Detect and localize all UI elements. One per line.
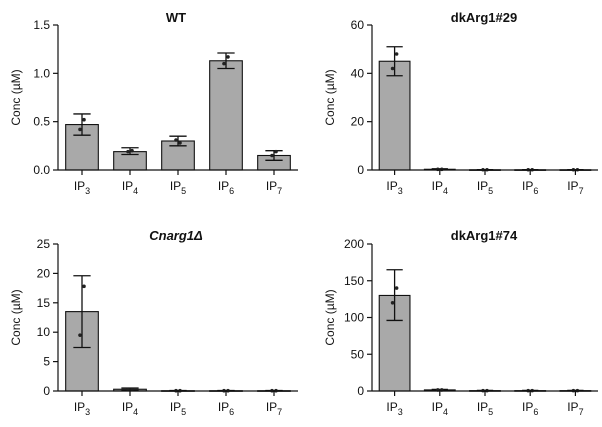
data-point [390,66,395,71]
y-axis-label: Conc (µM) [323,69,337,125]
data-point [82,117,86,122]
chart-panel-2: dkArg1#29 Conc (µM) 0 20 40 60 IP3 IP4 IP5 IP6 IP7 [323,10,598,196]
y-tick-label: 60 [351,18,365,32]
y-tick-label: 10 [37,325,51,339]
y-tick-label: 1.0 [33,66,50,80]
chart-panel-4: dkArg1#74 Conc (µM) 0 50 100 150 200 IP3 IP4 IP5 I… [323,228,598,417]
error-bar [169,135,187,147]
y-tick-label: 20 [37,266,51,280]
x-tick-label: IP3 [74,179,90,196]
chart-panel-1: WT Conc (µM) 0.0 0.5 1.0 1.5 IP3 IP4 IP5 IP6 IP7 [9,10,298,196]
error-bar [386,46,403,77]
data-point [82,284,86,289]
y-tick-label: 5 [43,355,50,369]
x-tick-label: IP5 [170,179,186,196]
error-bar [217,52,235,70]
y-tick-label: 25 [37,237,51,251]
x-tick-label: IP7 [567,179,583,196]
error-bar [265,150,283,161]
data-point [130,387,134,392]
x-tick-label: IP3 [386,179,402,196]
y-tick-label: 20 [351,115,365,129]
data-point [390,301,395,305]
x-tick-label: IP4 [122,400,138,417]
error-bar [73,275,91,349]
y-tick-label: 0 [43,384,50,398]
chart-title: dkArg1#29 [451,10,517,25]
y-axis-label: Conc (µM) [323,289,337,345]
data-point [270,153,274,158]
y-tick-label: 50 [351,347,365,361]
data-point [78,127,82,132]
data-point [274,149,278,154]
x-tick-label: IP5 [477,400,493,417]
data-point [78,333,82,337]
x-tick-label: IP6 [522,179,538,196]
y-axis-label: Conc (µM) [9,289,23,345]
y-tick-label: 100 [344,311,364,325]
x-tick-label: IP3 [386,400,402,417]
x-tick-label: IP4 [432,400,448,417]
x-tick-label: IP6 [522,400,538,417]
data-point [222,61,226,66]
x-tick-label: IP7 [266,179,282,196]
y-tick-label: 0 [357,163,364,177]
y-tick-label: 0.5 [33,115,50,129]
x-tick-label: IP4 [432,179,448,196]
data-point [178,141,182,145]
y-axis-label: Conc (µM) [9,69,23,125]
y-tick-label: 40 [351,66,365,80]
x-tick-label: IP5 [170,400,186,417]
y-tick-label: 0 [357,384,364,398]
y-tick-label: 150 [344,274,364,288]
x-tick-label: IP7 [567,400,583,417]
chart-title: dkArg1#74 [451,228,518,243]
data-point [226,55,230,59]
x-tick-label: IP3 [74,400,90,417]
y-tick-label: 1.5 [33,18,50,32]
y-tick-label: 0.0 [33,163,50,177]
x-tick-label: IP5 [477,179,493,196]
chart-title: WT [166,10,186,25]
bar-IP3 [378,60,411,171]
data-point [126,387,130,392]
x-tick-label: IP6 [218,179,234,196]
data-point [394,52,399,56]
x-tick-label: IP6 [218,400,234,417]
x-tick-label: IP7 [266,400,282,417]
x-tick-label: IP4 [122,179,138,196]
data-point [174,138,178,142]
error-bar [386,269,403,322]
error-bar [73,113,91,136]
data-point [126,149,130,154]
error-bar [121,147,139,156]
chart-title: Cnarg1Δ [149,228,203,243]
data-point [130,148,134,153]
bar-IP6 [209,60,243,171]
data-point [394,286,399,290]
y-tick-label: 15 [37,296,51,310]
y-tick-label: 200 [344,237,364,251]
chart-panel-3: Cnarg1Δ Conc (µM) 0 5 10 15 20 25 IP3 IP4 IP5 IP6 IP… [9,228,298,417]
error-bar [431,388,448,392]
